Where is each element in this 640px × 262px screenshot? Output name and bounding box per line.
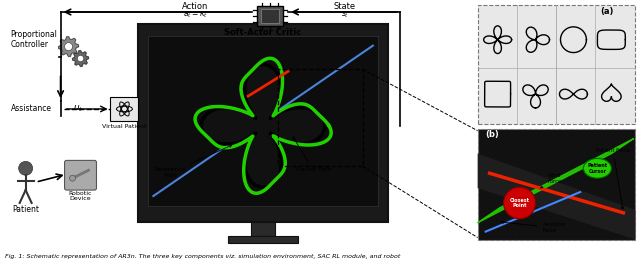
Text: (b): (b) xyxy=(486,130,499,139)
Bar xyxy=(111,97,138,121)
Text: State: State xyxy=(334,2,356,10)
Text: Traced Path: Traced Path xyxy=(293,137,332,172)
Circle shape xyxy=(70,175,76,181)
Text: Assistance: Assistance xyxy=(11,105,52,113)
Text: Closest
Point: Closest Point xyxy=(509,198,529,208)
Polygon shape xyxy=(59,37,79,57)
Text: Reference
Path: Reference Path xyxy=(154,145,232,178)
Bar xyxy=(477,5,636,124)
Bar xyxy=(477,129,636,239)
Text: (a): (a) xyxy=(601,7,614,15)
Text: $u_t$: $u_t$ xyxy=(72,104,83,114)
Circle shape xyxy=(65,43,72,51)
FancyBboxPatch shape xyxy=(65,160,97,190)
Bar xyxy=(228,236,298,243)
Text: Fig. 1: Schematic representation of AR3n. The three key components viz. simulati: Fig. 1: Schematic representation of AR3n… xyxy=(4,254,400,259)
Circle shape xyxy=(504,187,536,219)
Text: Assistive
Force: Assistive Force xyxy=(501,221,566,233)
Bar xyxy=(138,24,388,222)
Circle shape xyxy=(77,55,84,62)
Bar xyxy=(251,222,275,236)
Text: Patient Force: Patient Force xyxy=(596,148,630,209)
Polygon shape xyxy=(477,154,636,239)
Bar xyxy=(261,9,279,23)
Polygon shape xyxy=(72,51,88,67)
Text: Proportional
Controller: Proportional Controller xyxy=(11,30,58,50)
Ellipse shape xyxy=(584,159,611,178)
Bar xyxy=(148,36,378,206)
Text: $a_t = \kappa_t$: $a_t = \kappa_t$ xyxy=(182,10,208,20)
Text: Patient: Patient xyxy=(12,205,39,214)
Text: Robotic
Device: Robotic Device xyxy=(68,191,92,201)
Text: Patient
Cursor: Patient Cursor xyxy=(588,163,607,174)
Polygon shape xyxy=(477,139,634,223)
Polygon shape xyxy=(201,64,325,187)
Bar xyxy=(257,6,283,26)
Text: Wind
Force: Wind Force xyxy=(541,173,562,188)
Text: $s_t$: $s_t$ xyxy=(341,10,349,20)
Text: Action: Action xyxy=(182,2,209,10)
Bar xyxy=(278,69,363,166)
Circle shape xyxy=(19,161,33,175)
Text: Soft-Actor Critic: Soft-Actor Critic xyxy=(225,28,301,37)
Text: Virtual Patient: Virtual Patient xyxy=(102,124,147,129)
